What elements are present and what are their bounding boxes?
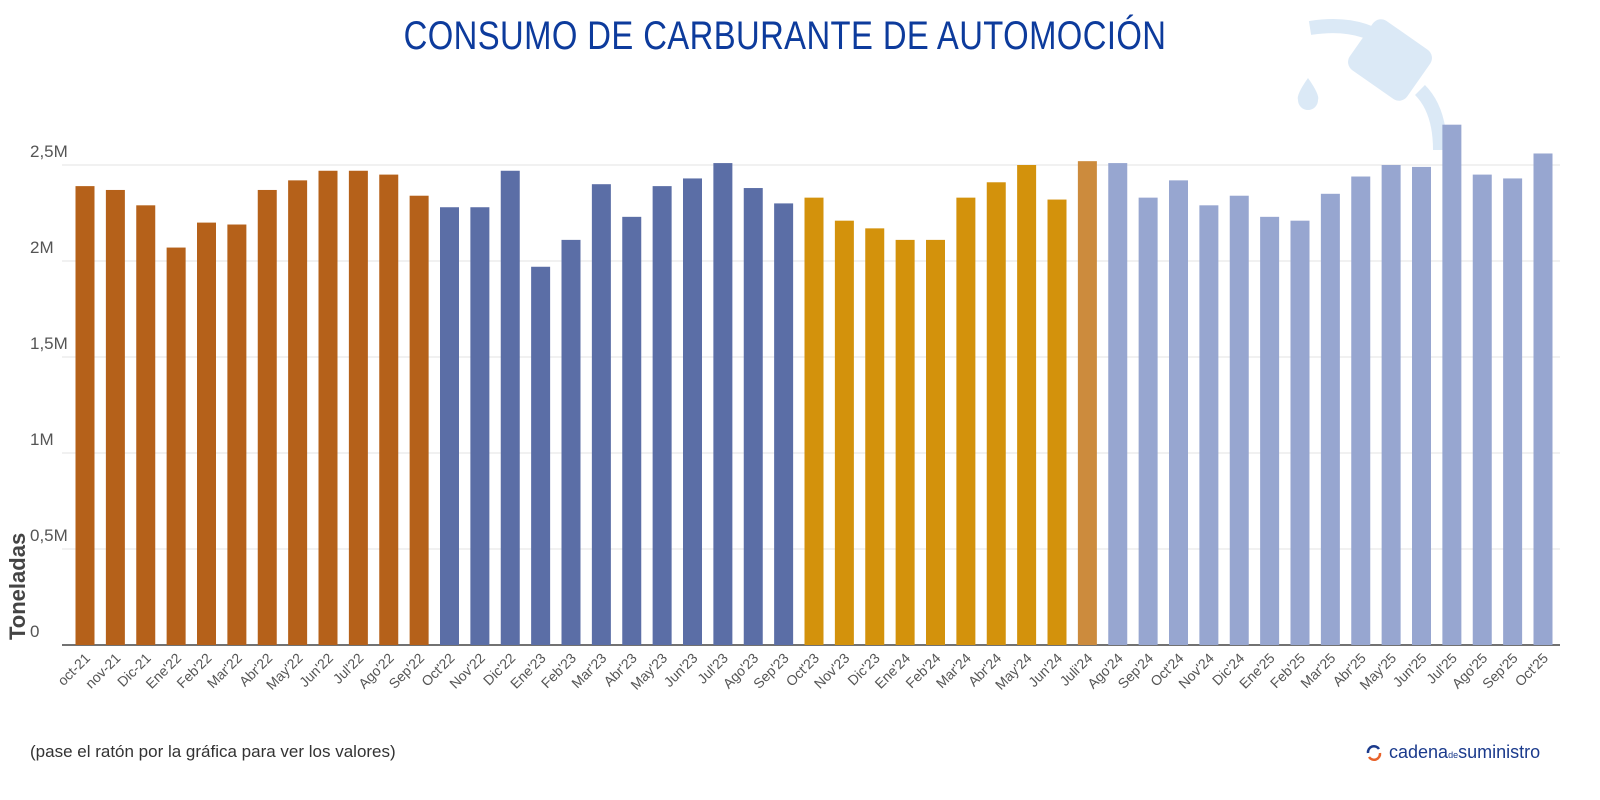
bar[interactable] <box>409 195 429 645</box>
y-tick-label: 2M <box>30 238 54 257</box>
x-tick-label: Jun'23 <box>660 650 700 690</box>
bar[interactable] <box>1047 199 1067 645</box>
y-tick-label: 0,5M <box>30 526 68 545</box>
bar[interactable] <box>1412 166 1431 646</box>
x-tick-label: nov-21 <box>82 650 124 692</box>
bar[interactable] <box>774 203 794 645</box>
y-tick-label: 2,5M <box>30 142 68 161</box>
x-tick-label: Sep'22 <box>385 650 427 692</box>
y-tick-label: 0 <box>30 622 39 641</box>
bar[interactable] <box>531 266 551 645</box>
logo-text-suministro: suministro <box>1458 742 1541 762</box>
y-tick-label: 1M <box>30 430 54 449</box>
x-tick-label: Oct'25 <box>1512 650 1552 690</box>
bar[interactable] <box>1472 174 1492 645</box>
bar[interactable] <box>561 239 581 645</box>
bar[interactable] <box>1533 153 1553 646</box>
bar[interactable] <box>895 239 915 645</box>
bar[interactable] <box>1199 205 1219 645</box>
bar[interactable] <box>500 170 520 645</box>
bar[interactable] <box>348 170 368 645</box>
bar[interactable] <box>1290 220 1310 645</box>
bar[interactable] <box>1320 193 1340 646</box>
bar[interactable] <box>652 186 672 645</box>
bar[interactable] <box>1260 216 1280 645</box>
bar[interactable] <box>865 228 885 646</box>
cadena-de-suministro-logo[interactable]: cadenadesuministro <box>1365 742 1540 763</box>
bar[interactable] <box>1503 178 1523 645</box>
bar[interactable] <box>986 182 1006 645</box>
bar[interactable] <box>743 188 763 646</box>
bar[interactable] <box>804 197 824 645</box>
hover-hint: (pase el ratón por la gráfica para ver l… <box>30 742 396 761</box>
bar[interactable] <box>1229 195 1249 645</box>
logo-text-cadena: cadena <box>1389 742 1449 762</box>
x-tick-label: Jun'24 <box>1025 650 1065 690</box>
bar[interactable] <box>591 184 611 645</box>
bar[interactable] <box>834 220 854 645</box>
bar[interactable] <box>136 205 156 645</box>
bar[interactable] <box>470 207 490 646</box>
x-tick-label: Mar'25 <box>1297 650 1338 691</box>
x-tick-label: Jun'22 <box>296 650 336 690</box>
bar[interactable] <box>257 189 277 645</box>
x-tick-label: Mar'22 <box>204 650 245 691</box>
bar[interactable] <box>1351 176 1371 645</box>
x-tick-label: Mar'23 <box>568 650 609 691</box>
bar[interactable] <box>1108 163 1128 645</box>
bar[interactable] <box>1077 161 1097 645</box>
bar[interactable] <box>1138 197 1158 645</box>
bar[interactable] <box>166 247 186 645</box>
bar[interactable] <box>1017 165 1037 645</box>
bar[interactable] <box>105 189 125 645</box>
bar[interactable] <box>288 180 308 646</box>
x-tick-label: Sep'23 <box>750 650 792 692</box>
bar[interactable] <box>379 174 399 645</box>
bar[interactable] <box>197 222 216 645</box>
bar[interactable] <box>622 216 642 645</box>
x-tick-label: Sep'25 <box>1479 650 1521 692</box>
logo-arrows-icon <box>1366 744 1382 761</box>
bar[interactable] <box>440 207 459 646</box>
x-tick-label: Mar'24 <box>933 650 974 691</box>
bar[interactable] <box>683 178 702 645</box>
bar[interactable] <box>1169 180 1188 646</box>
x-tick-label: Sep'24 <box>1114 650 1156 692</box>
bar[interactable] <box>1442 124 1462 646</box>
bar[interactable] <box>956 197 976 645</box>
bar[interactable] <box>227 224 247 645</box>
fuel-nozzle-icon <box>1297 19 1447 151</box>
bar[interactable] <box>1381 165 1401 645</box>
y-axis-label: Toneladas <box>5 533 30 640</box>
bar[interactable] <box>75 186 95 645</box>
bar[interactable] <box>318 170 338 645</box>
chart-title: CONSUMO DE CARBURANTE DE AUTOMOCIÓN <box>403 14 1167 58</box>
x-tick-label: Jun'25 <box>1389 650 1429 690</box>
logo-text-de: de <box>1448 750 1459 760</box>
y-tick-label: 1,5M <box>30 334 68 353</box>
bar[interactable] <box>713 163 733 645</box>
bar[interactable] <box>926 239 945 645</box>
